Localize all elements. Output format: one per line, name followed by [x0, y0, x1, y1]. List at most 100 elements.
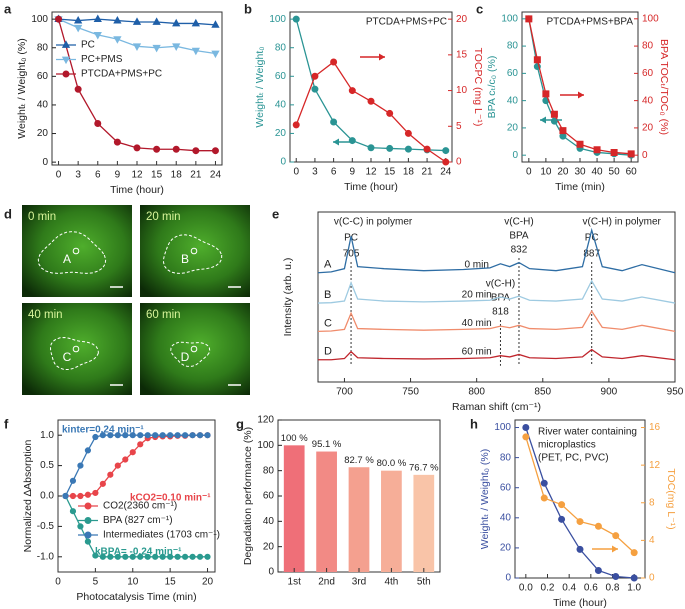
- panel-title: PTCDA+PMS+PC: [366, 17, 447, 28]
- x-tick-label: 60: [626, 167, 638, 178]
- y-tick-label: 60: [263, 491, 275, 502]
- peak-position: 818: [492, 307, 509, 318]
- x-tick-label: 3rd: [352, 577, 366, 588]
- marker: [107, 471, 114, 478]
- marker: [311, 72, 319, 80]
- trace-label: 60 min: [462, 346, 492, 357]
- panel-letter: g: [236, 416, 244, 431]
- marker: [55, 15, 63, 23]
- marker: [404, 130, 412, 137]
- marker: [542, 90, 550, 98]
- y2-tick-label: 10: [456, 85, 468, 96]
- x-tick-label: 0.8: [606, 583, 620, 594]
- marker: [191, 47, 200, 56]
- marker: [522, 424, 530, 431]
- y-tick-label: 1.0: [40, 430, 54, 441]
- annotation: kinter=0.24 min⁻¹: [62, 425, 144, 436]
- y-axis-label: Weightₜ / Weight₀ (%): [479, 449, 491, 549]
- panel-letter: a: [4, 1, 12, 16]
- marker: [113, 36, 122, 44]
- bar: [283, 445, 305, 572]
- bar: [316, 451, 337, 572]
- marker: [540, 494, 548, 502]
- bar: [348, 467, 370, 572]
- marker: [172, 43, 181, 51]
- plot-frame: [521, 11, 639, 163]
- marker: [181, 553, 189, 560]
- spot: [190, 345, 198, 353]
- x-tick-label: 18: [171, 170, 183, 181]
- time-label: 40 min: [28, 309, 63, 321]
- y-tick-label: 100: [257, 440, 274, 451]
- marker: [540, 479, 548, 487]
- micrograph: [22, 205, 132, 297]
- x-tick-label: 4th: [384, 577, 398, 588]
- y2-tick-label: 20: [642, 123, 654, 134]
- spot: [72, 345, 80, 353]
- y-tick-label: 60: [275, 71, 287, 82]
- marker: [172, 18, 181, 27]
- marker: [612, 573, 620, 580]
- marker: [74, 24, 83, 33]
- marker: [442, 158, 450, 166]
- trace-letter: D: [324, 346, 332, 358]
- y2-tick-label: 12: [649, 460, 661, 471]
- marker: [211, 50, 220, 59]
- marker: [442, 147, 450, 154]
- trace-letter: C: [324, 317, 332, 329]
- time-label: 0 min: [28, 211, 56, 223]
- y2-tick-label: 0: [649, 573, 655, 584]
- marker: [132, 43, 142, 51]
- legend-label: PC+PMS: [81, 54, 123, 65]
- marker: [167, 553, 174, 560]
- marker: [576, 140, 584, 148]
- panel-letter: d: [4, 206, 12, 221]
- marker: [129, 432, 136, 439]
- marker: [292, 121, 300, 129]
- y2-tick-label: 80: [642, 41, 654, 52]
- x-tick-label: 0: [55, 577, 61, 588]
- y2-axis-label: BPA TOCₜ/TOC₀ (%): [658, 39, 670, 135]
- x-tick-label: 15: [384, 167, 396, 178]
- series-line: [528, 18, 632, 155]
- marker: [152, 432, 159, 439]
- marker: [189, 553, 196, 560]
- marker: [69, 508, 77, 515]
- marker: [122, 456, 129, 463]
- time-label: 20 min: [146, 211, 181, 223]
- y2-tick-label: 0: [642, 150, 648, 161]
- x-tick-label: 24: [210, 170, 222, 181]
- marker: [386, 110, 394, 117]
- y-tick-label: 0: [280, 157, 286, 168]
- annotation: kBPA= -0.24 min⁻¹: [95, 547, 182, 558]
- marker: [211, 147, 219, 155]
- annotation: kCO2=0.10 min⁻¹: [130, 493, 211, 504]
- y2-tick-label: 60: [642, 68, 654, 79]
- marker: [630, 574, 638, 582]
- y-tick-label: 120: [257, 415, 274, 426]
- x-tick-label: 0.4: [562, 583, 576, 594]
- x-tick-label: 3: [312, 167, 318, 178]
- outline: [49, 336, 99, 371]
- y-tick-label: 0: [42, 157, 48, 168]
- y-tick-label: -0.5: [37, 521, 55, 532]
- marker: [84, 538, 92, 545]
- marker: [533, 56, 541, 64]
- marker: [404, 145, 412, 153]
- legend-marker: [61, 40, 71, 48]
- marker: [132, 17, 142, 25]
- marker: [122, 432, 129, 439]
- marker: [74, 15, 83, 24]
- peak-position: 832: [511, 245, 528, 256]
- legend-marker: [61, 56, 71, 65]
- x-tick-label: 1st: [288, 577, 302, 588]
- x-tick-label: 21: [422, 167, 434, 178]
- y2-tick-label: 40: [642, 95, 654, 106]
- marker: [99, 553, 106, 560]
- bar: [381, 470, 402, 572]
- y-tick-label: 40: [263, 516, 275, 527]
- annotation: microplastics: [538, 440, 596, 451]
- x-tick-label: 24: [440, 167, 452, 178]
- y-tick-label: 20: [37, 128, 49, 139]
